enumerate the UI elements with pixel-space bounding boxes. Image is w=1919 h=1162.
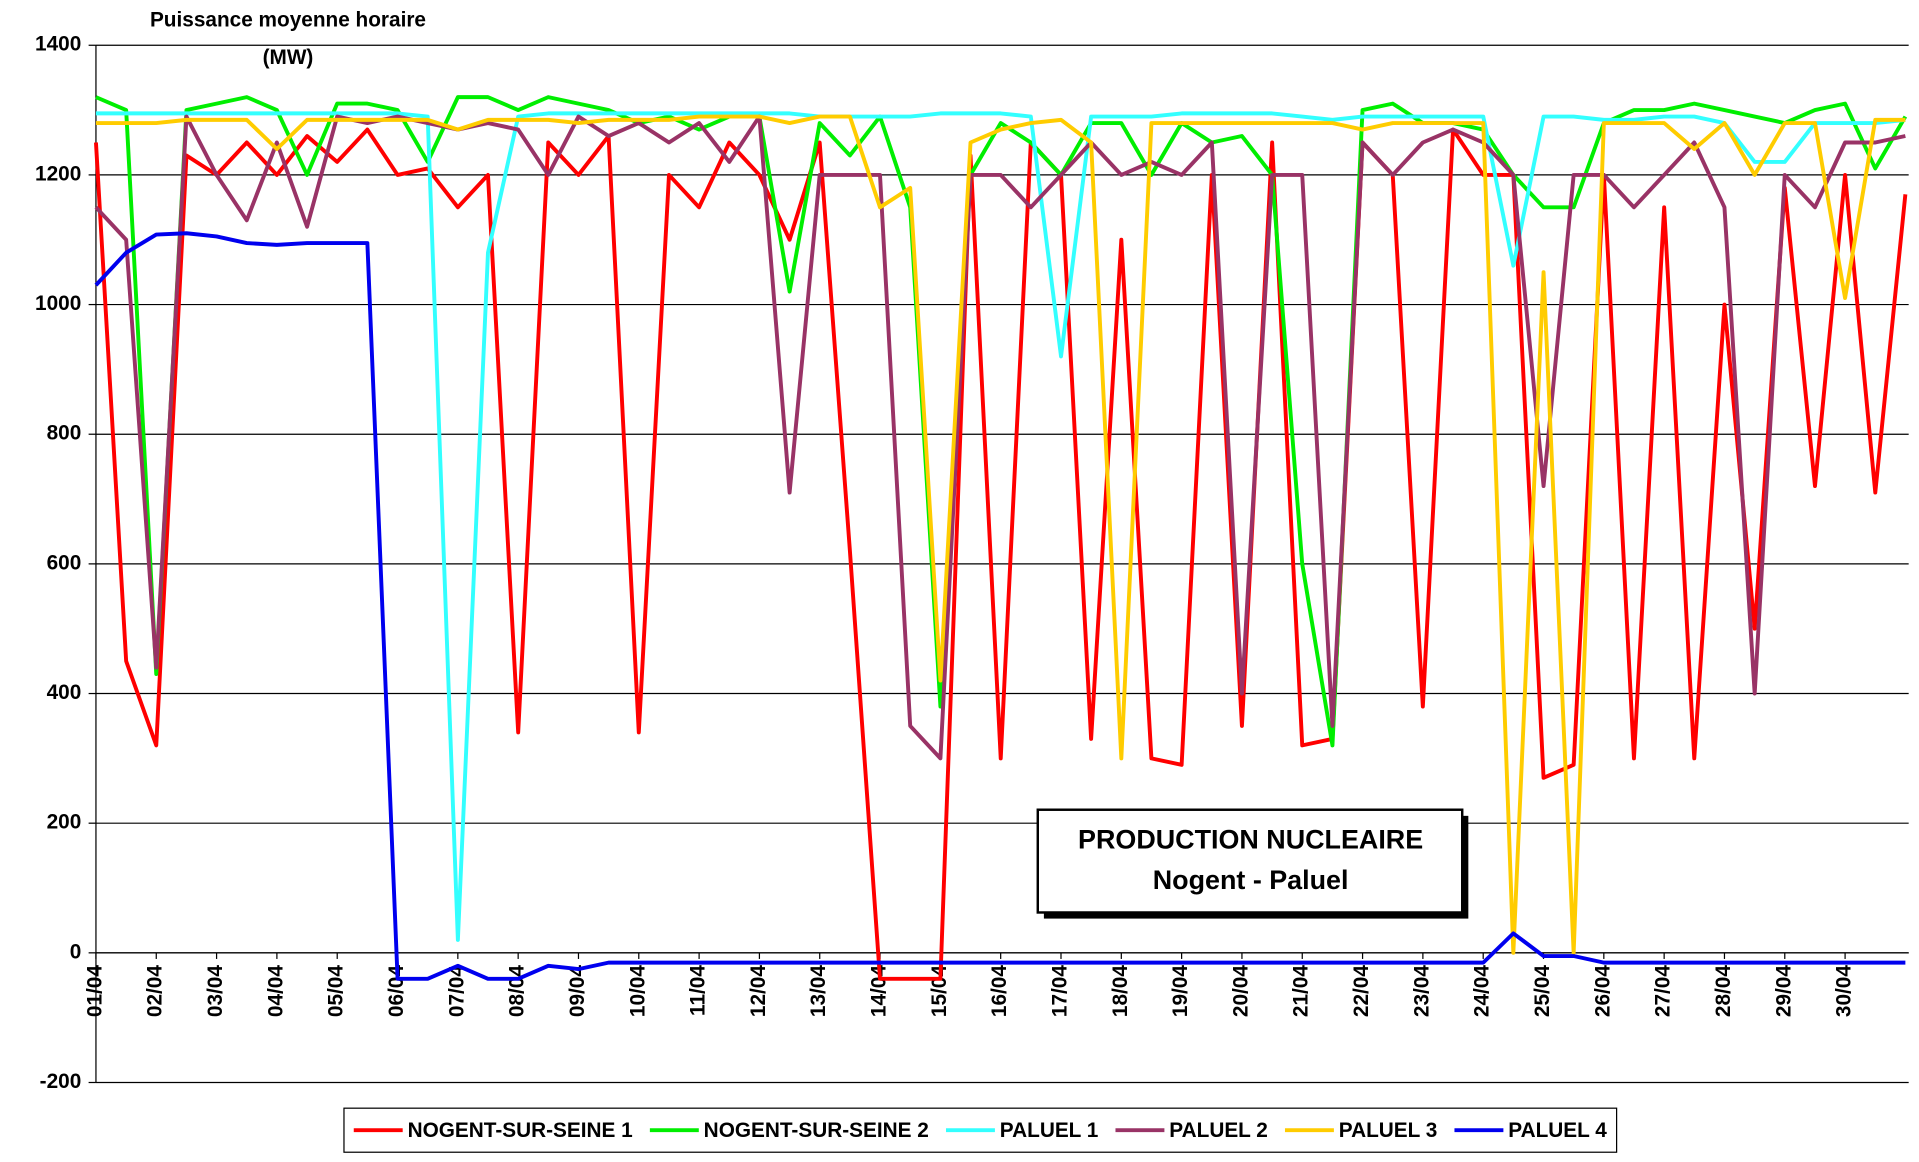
x-tick-label: 13/04 <box>807 965 830 1017</box>
x-tick-label: 28/04 <box>1712 965 1735 1017</box>
series-line <box>94 231 1906 981</box>
x-tick-label: 07/04 <box>445 965 468 1017</box>
legend-label: PALUEL 1 <box>1000 1119 1099 1142</box>
x-tick-label: 30/04 <box>1833 965 1856 1017</box>
series-line <box>95 111 1906 942</box>
x-tick-label: 10/04 <box>626 965 649 1017</box>
x-tick-label: 11/04 <box>687 965 710 1016</box>
series-line <box>95 95 1908 748</box>
x-tick-label: 20/04 <box>1229 965 1252 1017</box>
y-tick-label: -200 <box>40 1070 82 1093</box>
x-tick-label: 23/04 <box>1410 965 1433 1017</box>
x-tick-label: 18/04 <box>1109 965 1132 1017</box>
y-tick-label: 600 <box>47 551 82 574</box>
annotation: PRODUCTION NUCLEAIRE <box>1078 825 1423 855</box>
x-tick-label: 02/04 <box>144 965 167 1017</box>
x-tick-label: 09/04 <box>566 965 589 1017</box>
x-tick-label: 12/04 <box>747 965 770 1017</box>
annotation-box <box>1036 808 1464 914</box>
legend-label: PALUEL 4 <box>1508 1119 1607 1142</box>
y-tick-label: 400 <box>47 681 82 704</box>
x-tick-label: 21/04 <box>1290 965 1313 1017</box>
legend-label: PALUEL 3 <box>1339 1119 1438 1142</box>
y-tick-label: 800 <box>47 422 82 445</box>
y-tick-label: 200 <box>47 811 82 834</box>
legend-label: NOGENT-SUR-SEINE 2 <box>704 1119 929 1142</box>
x-tick-label: 08/04 <box>506 965 529 1017</box>
x-tick-label: 05/04 <box>325 965 348 1017</box>
y-tick-label: 0 <box>70 940 82 963</box>
x-tick-label: 26/04 <box>1591 965 1614 1017</box>
legend-label: NOGENT-SUR-SEINE 1 <box>408 1119 633 1142</box>
legend <box>343 1107 1618 1153</box>
x-tick-label: 16/04 <box>988 965 1011 1017</box>
x-tick-label: 03/04 <box>204 965 227 1017</box>
annotation: Nogent - Paluel <box>1153 865 1349 895</box>
y-axis-label: Puissance moyenne horaire <box>150 8 426 31</box>
x-tick-label: 17/04 <box>1048 965 1071 1017</box>
x-tick-label: 25/04 <box>1531 965 1554 1017</box>
x-tick-label: 04/04 <box>264 965 287 1017</box>
y-tick-label: 1200 <box>35 162 81 185</box>
x-tick-label: 27/04 <box>1652 965 1675 1017</box>
y-axis-label: (MW) <box>263 46 314 69</box>
x-tick-label: 01/04 <box>83 965 106 1017</box>
x-tick-label: 24/04 <box>1471 965 1494 1017</box>
x-tick-label: 22/04 <box>1350 965 1373 1017</box>
x-tick-label: 19/04 <box>1169 965 1192 1017</box>
series-line <box>94 114 1906 761</box>
y-tick-label: 1000 <box>35 292 81 315</box>
y-tick-label: 1400 <box>35 33 81 56</box>
x-tick-label: 29/04 <box>1772 965 1795 1017</box>
series-line <box>95 114 1906 955</box>
legend-label: PALUEL 2 <box>1169 1119 1268 1142</box>
